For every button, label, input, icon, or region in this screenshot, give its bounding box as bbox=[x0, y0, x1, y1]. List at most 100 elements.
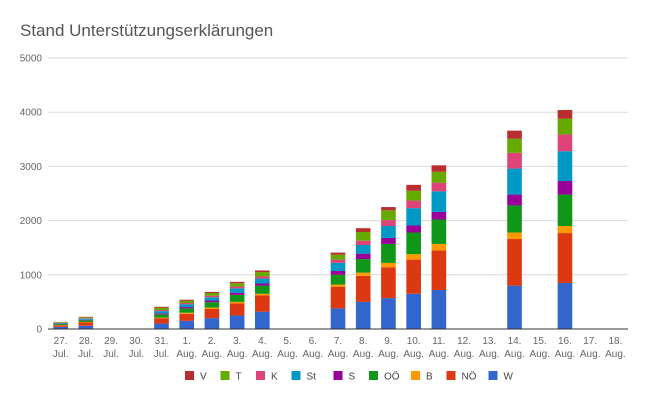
bar-segment-S-31[interactable] bbox=[154, 313, 169, 315]
bar-segment-W-11[interactable] bbox=[431, 289, 447, 329]
bar-segment-T-14[interactable] bbox=[507, 138, 522, 153]
bar-segment-V-10[interactable] bbox=[406, 184, 421, 191]
bar-segment-St-27[interactable] bbox=[53, 323, 68, 324]
bar-segment-W-9[interactable] bbox=[381, 298, 396, 329]
bar-segment-B-10[interactable] bbox=[406, 254, 421, 260]
bar-segment-K-2[interactable] bbox=[204, 295, 220, 298]
bar-segment-B-2[interactable] bbox=[204, 307, 220, 309]
bar-segment-St-10[interactable] bbox=[406, 208, 421, 226]
bar-segment-K-14[interactable] bbox=[507, 152, 522, 169]
legend-item-NÖ[interactable]: NÖ bbox=[446, 371, 477, 383]
bar-segment-S-9[interactable] bbox=[381, 237, 396, 244]
bar-segment-NÖ-7[interactable] bbox=[330, 286, 346, 309]
bar-segment-B-7[interactable] bbox=[330, 284, 346, 287]
bar-segment-W-2[interactable] bbox=[204, 318, 220, 329]
bar-segment-K-7[interactable] bbox=[330, 259, 346, 263]
bar-segment-W-1[interactable] bbox=[179, 320, 195, 329]
bar-segment-B-11[interactable] bbox=[431, 243, 447, 251]
bar-segment-St-14[interactable] bbox=[507, 168, 522, 195]
bar-segment-S-11[interactable] bbox=[431, 211, 447, 220]
bar-segment-St-4[interactable] bbox=[255, 278, 270, 284]
legend-item-B[interactable]: B bbox=[411, 371, 433, 383]
bar-segment-S-28[interactable] bbox=[78, 319, 94, 321]
bar-segment-NÖ-3[interactable] bbox=[229, 303, 245, 316]
bar-segment-OÖ-16[interactable] bbox=[557, 194, 573, 227]
bar-segment-NÖ-9[interactable] bbox=[381, 267, 396, 299]
bar-segment-V-8[interactable] bbox=[355, 228, 371, 232]
bar-segment-S-14[interactable] bbox=[507, 194, 522, 206]
bar-segment-B-31[interactable] bbox=[154, 317, 169, 319]
bar-segment-S-16[interactable] bbox=[557, 181, 573, 195]
legend[interactable]: V T K St S OÖ B NÖ W bbox=[185, 371, 514, 383]
bar-segment-NÖ-31[interactable] bbox=[154, 318, 169, 324]
bar-segment-K-10[interactable] bbox=[406, 200, 421, 209]
bar-segment-T-7[interactable] bbox=[330, 254, 346, 260]
bar-segment-K-4[interactable] bbox=[255, 276, 270, 279]
bar-segment-S-4[interactable] bbox=[255, 283, 270, 286]
bar-segment-NÖ-1[interactable] bbox=[179, 313, 195, 321]
bar-segment-V-31[interactable] bbox=[154, 306, 169, 308]
legend-item-OÖ[interactable]: OÖ bbox=[369, 371, 400, 383]
bar-segment-NÖ-2[interactable] bbox=[204, 308, 220, 319]
bar-segment-W-31[interactable] bbox=[154, 323, 169, 329]
bar-segment-St-1[interactable] bbox=[179, 304, 195, 308]
bar-segment-OÖ-8[interactable] bbox=[355, 259, 371, 273]
bar-segment-S-8[interactable] bbox=[355, 253, 371, 260]
legend-item-W[interactable]: W bbox=[488, 371, 514, 383]
bar-segment-V-11[interactable] bbox=[431, 165, 447, 172]
bar-segment-OÖ-10[interactable] bbox=[406, 232, 421, 255]
bar-segment-S-1[interactable] bbox=[179, 307, 195, 309]
legend-item-S[interactable]: S bbox=[333, 371, 356, 383]
bar-segment-K-1[interactable] bbox=[179, 302, 195, 305]
bar-segment-NÖ-27[interactable] bbox=[53, 325, 68, 327]
bar-segment-St-3[interactable] bbox=[229, 288, 245, 293]
bar-segment-St-28[interactable] bbox=[78, 318, 94, 320]
bar-segment-B-3[interactable] bbox=[229, 301, 245, 304]
bar-segment-OÖ-28[interactable] bbox=[78, 320, 94, 322]
bar-segment-T-8[interactable] bbox=[355, 231, 371, 241]
bar-segment-B-8[interactable] bbox=[355, 272, 371, 276]
bar-segment-K-9[interactable] bbox=[381, 220, 396, 227]
bar-segment-T-16[interactable] bbox=[557, 118, 573, 135]
bar-segment-T-28[interactable] bbox=[78, 317, 94, 319]
bar-segment-V-7[interactable] bbox=[330, 252, 346, 255]
bar-segment-OÖ-11[interactable] bbox=[431, 219, 447, 244]
bar-segment-T-9[interactable] bbox=[381, 210, 396, 221]
bar-segment-W-16[interactable] bbox=[557, 282, 573, 329]
bar-segment-V-1[interactable] bbox=[179, 299, 195, 301]
bar-segment-OÖ-2[interactable] bbox=[204, 302, 220, 308]
bar-segment-W-3[interactable] bbox=[229, 315, 245, 329]
legend-item-St[interactable]: St bbox=[291, 371, 317, 383]
bar-segment-T-2[interactable] bbox=[204, 292, 220, 296]
bar-segment-V-28[interactable] bbox=[78, 316, 94, 318]
bar-segment-St-31[interactable] bbox=[154, 311, 169, 314]
bar-segment-OÖ-1[interactable] bbox=[179, 308, 195, 313]
bar-segment-NÖ-8[interactable] bbox=[355, 275, 371, 302]
bar-segment-NÖ-10[interactable] bbox=[406, 259, 421, 294]
bar-segment-T-1[interactable] bbox=[179, 300, 195, 303]
legend-item-V[interactable]: V bbox=[185, 371, 207, 383]
bar-segment-B-28[interactable] bbox=[78, 321, 94, 323]
bar-segment-B-16[interactable] bbox=[557, 226, 573, 234]
bar-segment-T-3[interactable] bbox=[229, 283, 245, 287]
bar-segment-St-2[interactable] bbox=[204, 297, 220, 301]
bar-segment-St-8[interactable] bbox=[355, 244, 371, 254]
bar-segment-V-4[interactable] bbox=[255, 270, 270, 273]
bar-segment-T-10[interactable] bbox=[406, 190, 421, 201]
bar-segment-OÖ-3[interactable] bbox=[229, 294, 245, 302]
bar-segment-OÖ-7[interactable] bbox=[330, 274, 346, 285]
bar-segment-St-7[interactable] bbox=[330, 262, 346, 272]
bar-segment-W-28[interactable] bbox=[78, 325, 94, 329]
bar-segment-St-9[interactable] bbox=[381, 226, 396, 238]
legend-item-T[interactable]: T bbox=[220, 371, 242, 383]
bar-segment-NÖ-28[interactable] bbox=[78, 322, 94, 326]
bar-segment-W-8[interactable] bbox=[355, 301, 371, 329]
bar-segment-OÖ-31[interactable] bbox=[154, 314, 169, 318]
bar-segment-K-28[interactable] bbox=[78, 318, 94, 319]
bar-segment-OÖ-27[interactable] bbox=[53, 323, 68, 325]
bar-segment-V-9[interactable] bbox=[381, 207, 396, 211]
bar-segment-V-2[interactable] bbox=[204, 291, 220, 293]
bar-segment-NÖ-4[interactable] bbox=[255, 295, 270, 312]
bar-segment-T-4[interactable] bbox=[255, 272, 270, 277]
legend-item-K[interactable]: K bbox=[256, 371, 278, 383]
